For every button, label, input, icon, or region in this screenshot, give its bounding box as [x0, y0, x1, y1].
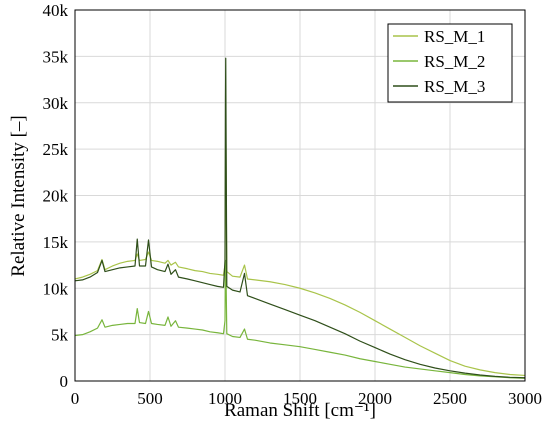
x-tick-label: 500	[137, 389, 163, 408]
x-tick-label: 3000	[508, 389, 542, 408]
legend: RS_M_1 RS_M_2 RS_M_3	[387, 23, 513, 103]
y-axis-label: Relative Intensity [–]	[8, 115, 29, 276]
y-axis-tick-labels: 0 5k 10k 15k 20k 25k 30k 35k 40k	[43, 1, 69, 391]
series-lines	[74, 57, 526, 379]
y-tick-label: 25k	[43, 140, 69, 159]
y-tick-label: 5k	[51, 326, 69, 345]
legend-label: RS_M_3	[424, 77, 485, 96]
series-line-2	[74, 259, 526, 379]
plot-area	[74, 9, 526, 382]
x-tick-label: 1500	[283, 389, 317, 408]
x-tick-label: 2500	[433, 389, 467, 408]
legend-label: RS_M_1	[424, 27, 485, 46]
grid	[75, 10, 525, 381]
x-axis-label: Raman Shift [cm⁻¹]	[224, 400, 376, 421]
y-tick-label: 0	[60, 372, 69, 391]
x-tick-label: 2000	[358, 389, 392, 408]
y-tick-label: 10k	[43, 279, 69, 298]
y-tick-label: 20k	[43, 187, 69, 206]
x-tick-label: 0	[71, 389, 80, 408]
legend-box	[387, 23, 513, 103]
y-tick-label: 15k	[43, 233, 69, 252]
y-tick-label: 30k	[43, 94, 69, 113]
x-axis-tick-labels: 0 500 1000 1500 2000 2500 3000	[71, 389, 542, 408]
x-tick-label: 1000	[208, 389, 242, 408]
series-line-3	[74, 57, 526, 379]
legend-label: RS_M_2	[424, 52, 485, 71]
y-tick-label: 40k	[43, 1, 69, 20]
y-tick-label: 35k	[43, 47, 69, 66]
